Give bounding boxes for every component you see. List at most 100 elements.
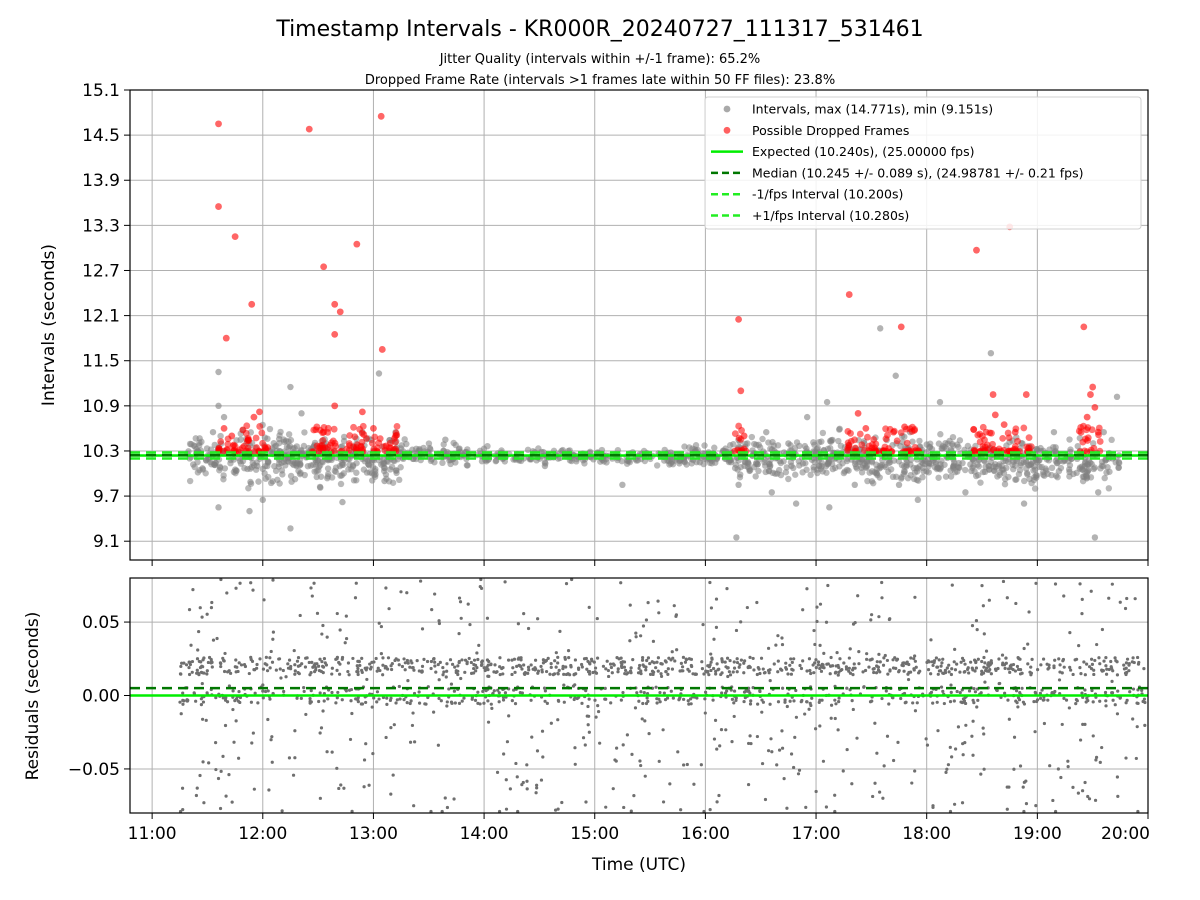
residual-point	[452, 797, 456, 801]
residual-point	[799, 666, 804, 671]
residual-point	[837, 696, 841, 700]
residual-point	[279, 676, 283, 680]
residuals-panel: −0.050.000.05 11:00 12:00 13:00 14:00 15:00 1…	[23, 577, 1150, 875]
residual-point	[1027, 610, 1031, 614]
residual-point	[489, 662, 493, 666]
residual-point	[1116, 794, 1120, 798]
residual-point	[270, 735, 274, 739]
interval-point	[206, 458, 214, 466]
residual-point	[701, 622, 705, 627]
residual-point	[877, 652, 881, 656]
residual-point	[847, 656, 851, 660]
residual-point	[732, 689, 737, 693]
residual-point	[255, 662, 259, 667]
interval-point	[1033, 445, 1041, 453]
residual-point	[293, 669, 297, 673]
residual-point	[1104, 704, 1108, 708]
residual-point	[912, 667, 916, 671]
interval-point	[877, 325, 884, 332]
residual-point	[191, 588, 195, 592]
residual-point	[510, 672, 514, 677]
residual-point	[334, 701, 338, 705]
residual-point	[785, 806, 789, 810]
dropped-frame-point	[979, 423, 987, 431]
residual-point	[362, 758, 367, 762]
residual-point	[321, 623, 325, 628]
dropped-frame-point	[259, 439, 267, 447]
dropped-frame-point	[884, 431, 891, 439]
residual-point	[761, 667, 765, 671]
residual-point	[980, 669, 984, 673]
interval-point	[186, 455, 193, 462]
interval-point	[1054, 455, 1061, 462]
interval-point	[962, 489, 969, 496]
interval-point	[388, 463, 396, 471]
residual-point	[354, 581, 358, 585]
residual-point	[692, 782, 696, 786]
residual-point	[702, 672, 706, 676]
residual-point	[833, 809, 837, 814]
residual-point	[389, 726, 393, 730]
residual-point	[319, 726, 324, 730]
interval-point	[1105, 485, 1113, 492]
residual-point	[270, 760, 274, 764]
residual-point	[546, 656, 550, 660]
residual-point	[812, 671, 816, 675]
residual-point	[988, 667, 992, 672]
residual-point	[337, 786, 341, 791]
residual-point	[539, 778, 544, 782]
residual-point	[813, 661, 817, 665]
residual-point	[925, 743, 930, 747]
residual-point	[598, 741, 602, 745]
residual-point	[437, 696, 441, 701]
residual-point	[735, 660, 740, 665]
residual-point	[1000, 653, 1005, 657]
residual-point	[379, 652, 383, 656]
residual-point	[501, 665, 505, 670]
residual-point	[640, 658, 645, 662]
residual-point	[247, 671, 251, 676]
residual-point	[497, 809, 502, 814]
residual-point	[587, 605, 591, 609]
interval-point	[737, 471, 744, 478]
residual-point	[496, 688, 500, 692]
residual-point	[814, 666, 818, 670]
residual-point	[980, 659, 984, 664]
interval-point	[535, 445, 542, 452]
residual-point	[340, 698, 344, 702]
residual-point	[1127, 669, 1131, 673]
residual-point	[433, 660, 437, 664]
residual-point	[822, 666, 826, 670]
dropped-frame-point	[217, 438, 225, 445]
residual-point	[848, 647, 852, 651]
interval-point	[319, 459, 326, 466]
residual-point	[1083, 673, 1087, 677]
residual-point	[755, 672, 759, 677]
residual-point	[239, 663, 244, 667]
residual-point	[187, 608, 192, 612]
residual-point	[953, 647, 957, 651]
residual-point	[725, 656, 730, 660]
residual-point	[1083, 722, 1087, 727]
residual-point	[789, 672, 793, 676]
residual-point	[376, 666, 380, 670]
residual-point	[1131, 717, 1135, 721]
residual-point	[249, 581, 253, 585]
residual-point	[646, 600, 650, 605]
residual-point	[808, 668, 812, 673]
residual-point	[479, 663, 484, 667]
residual-point	[755, 734, 760, 739]
residual-point	[227, 684, 231, 688]
residual-point	[234, 719, 238, 723]
interval-point	[221, 465, 229, 472]
residual-point	[673, 659, 677, 663]
interval-point	[338, 461, 346, 469]
residual-point	[907, 670, 911, 675]
residual-point	[472, 658, 477, 662]
interval-point	[233, 467, 240, 474]
residual-point	[544, 658, 548, 663]
interval-point	[380, 460, 388, 467]
residual-point	[510, 658, 514, 662]
dropped-frame-point	[989, 440, 996, 448]
residual-point	[1116, 689, 1120, 693]
